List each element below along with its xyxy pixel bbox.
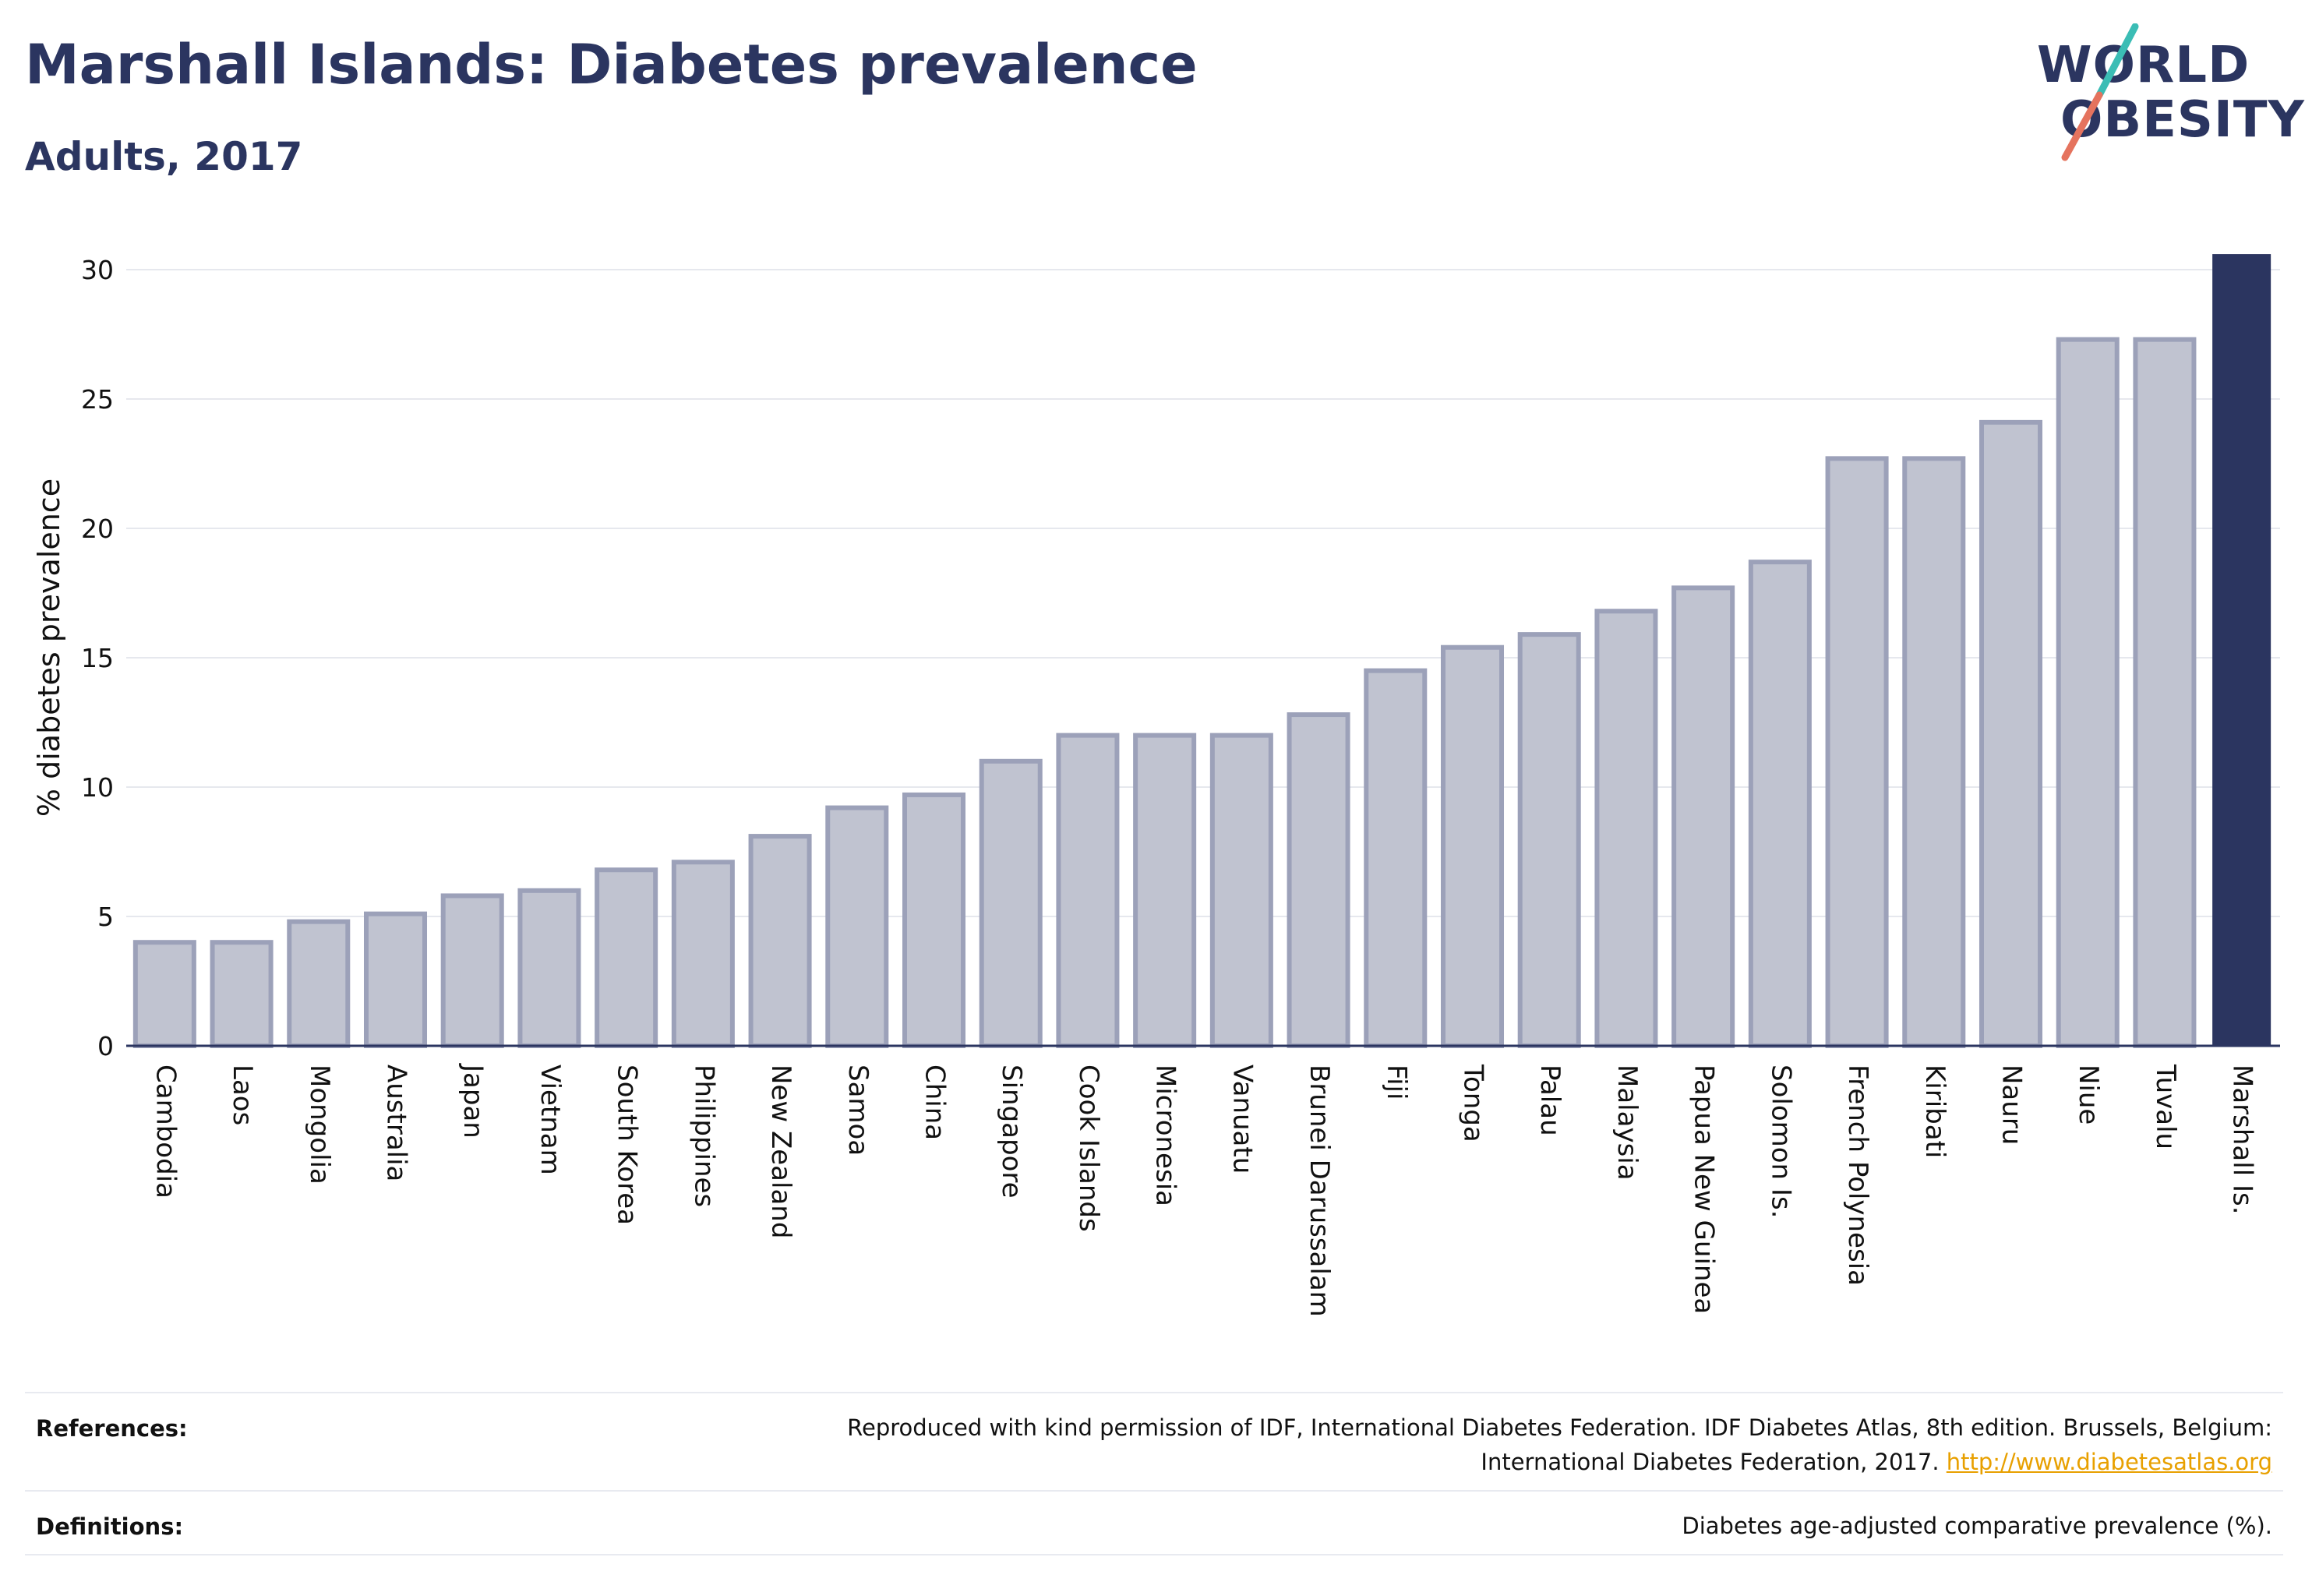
bar-laos bbox=[210, 940, 274, 1048]
logo-word-obesity: OBESITY bbox=[2060, 91, 2305, 149]
x-tick-label: Solomon Is. bbox=[1765, 1065, 1796, 1218]
bar-tuvalu bbox=[2133, 337, 2197, 1048]
footer-divider-middle bbox=[25, 1490, 2283, 1492]
bar-philippines bbox=[671, 860, 735, 1049]
x-tick-label: Tuvalu bbox=[2150, 1064, 2181, 1149]
x-tick-label: Samoa bbox=[842, 1065, 874, 1156]
x-tick-label: Philippines bbox=[688, 1065, 719, 1207]
x-tick-label: Marshall Is. bbox=[2227, 1065, 2258, 1215]
x-tick-label: Mongolia bbox=[304, 1065, 335, 1185]
references-text: Reproduced with kind permission of IDF, … bbox=[847, 1411, 2272, 1479]
chart-title: Marshall Islands: Diabetes prevalence bbox=[25, 33, 1198, 97]
bar-brunei-darussalam bbox=[1287, 712, 1350, 1048]
x-tick-label: Kiribati bbox=[1919, 1065, 1950, 1158]
y-tick-label: 15 bbox=[81, 643, 114, 673]
references-label: References: bbox=[36, 1415, 188, 1442]
bar-cook-islands bbox=[1056, 733, 1120, 1048]
definitions-text: Diabetes age-adjusted comparative preval… bbox=[1682, 1513, 2272, 1539]
references-line-2-text: International Diabetes Federation, 2017. bbox=[1481, 1449, 1940, 1475]
footer-divider-bottom bbox=[25, 1554, 2283, 1555]
y-tick-label: 25 bbox=[81, 384, 114, 415]
x-tick-label: Japan bbox=[457, 1063, 489, 1139]
x-tick-label: Nauru bbox=[1996, 1065, 2028, 1145]
x-tick-label: Brunei Darussalam bbox=[1304, 1065, 1335, 1317]
x-tick-label: Cambodia bbox=[150, 1065, 181, 1199]
bar-cambodia bbox=[132, 940, 196, 1048]
x-tick-label: Malaysia bbox=[1611, 1065, 1643, 1181]
bar-marshall-is bbox=[2212, 254, 2271, 1047]
bar-palau bbox=[1517, 632, 1581, 1048]
bar-nauru bbox=[1978, 419, 2043, 1048]
x-tick-label: French Polynesia bbox=[1842, 1065, 1873, 1286]
chart-subtitle: Adults, 2017 bbox=[25, 134, 303, 179]
x-tick-label: South Korea bbox=[612, 1065, 643, 1225]
x-tick-label: New Zealand bbox=[765, 1065, 796, 1238]
bar-australia bbox=[363, 911, 428, 1049]
bar-singapore bbox=[979, 758, 1043, 1048]
references-link[interactable]: http://www.diabetesatlas.org bbox=[1946, 1449, 2272, 1475]
definitions-label: Definitions: bbox=[36, 1513, 184, 1540]
y-tick-label: 0 bbox=[97, 1031, 114, 1061]
bar-micronesia bbox=[1133, 733, 1197, 1048]
footer-divider-top bbox=[25, 1392, 2283, 1393]
x-tick-label: Niue bbox=[2073, 1065, 2104, 1125]
x-tick-label: Cook Islands bbox=[1073, 1065, 1104, 1232]
y-tick-label: 10 bbox=[81, 772, 114, 803]
references-line-2: International Diabetes Federation, 2017.… bbox=[847, 1445, 2272, 1479]
bar-chart: 0 5 10 15 20 25 30 % diabetes prevalence Cambodi… bbox=[32, 254, 2280, 1317]
bar-french-polynesia bbox=[1825, 456, 1889, 1048]
logo-word-world: WORLD bbox=[2037, 37, 2250, 94]
y-tick-label: 30 bbox=[81, 255, 114, 285]
x-tick-label: Vanuatu bbox=[1227, 1065, 1258, 1174]
bar-solomon-is bbox=[1748, 560, 1812, 1048]
bar-fiji bbox=[1364, 668, 1428, 1048]
bar-mongolia bbox=[287, 919, 351, 1049]
x-tick-label: Fiji bbox=[1381, 1065, 1412, 1100]
bar-south-korea bbox=[595, 867, 658, 1048]
bar-vanuatu bbox=[1209, 733, 1273, 1048]
bar-papua-new-guinea bbox=[1671, 585, 1735, 1048]
bar-malaysia bbox=[1594, 609, 1658, 1048]
x-tick-label: Vietnam bbox=[535, 1065, 566, 1175]
x-tick-label: Micronesia bbox=[1150, 1065, 1181, 1206]
bar-samoa bbox=[825, 805, 889, 1049]
logo-slash-icon bbox=[2061, 23, 2139, 161]
x-tick-label: China bbox=[920, 1065, 951, 1140]
bar-japan bbox=[440, 893, 504, 1048]
bar-niue bbox=[2056, 337, 2120, 1048]
bar-kiribati bbox=[1902, 456, 1966, 1048]
bar-new-zealand bbox=[748, 834, 812, 1048]
x-tick-label: Tonga bbox=[1458, 1064, 1489, 1142]
bar-tonga bbox=[1440, 644, 1505, 1048]
bar-vietnam bbox=[517, 888, 581, 1049]
x-tick-label: Australia bbox=[381, 1065, 412, 1181]
y-tick-label: 5 bbox=[97, 902, 114, 932]
bar-china bbox=[902, 792, 966, 1049]
y-axis-label: % diabetes prevalence bbox=[32, 478, 66, 817]
x-tick-label: Singapore bbox=[996, 1065, 1027, 1199]
world-obesity-logo: WORLD OBESITY bbox=[2026, 23, 2304, 164]
x-tick-label: Papua New Guinea bbox=[1689, 1065, 1720, 1314]
y-tick-label: 20 bbox=[81, 514, 114, 544]
references-line-1: Reproduced with kind permission of IDF, … bbox=[847, 1414, 2272, 1441]
x-tick-label: Laos bbox=[227, 1065, 258, 1125]
x-tick-label: Palau bbox=[1534, 1065, 1565, 1136]
